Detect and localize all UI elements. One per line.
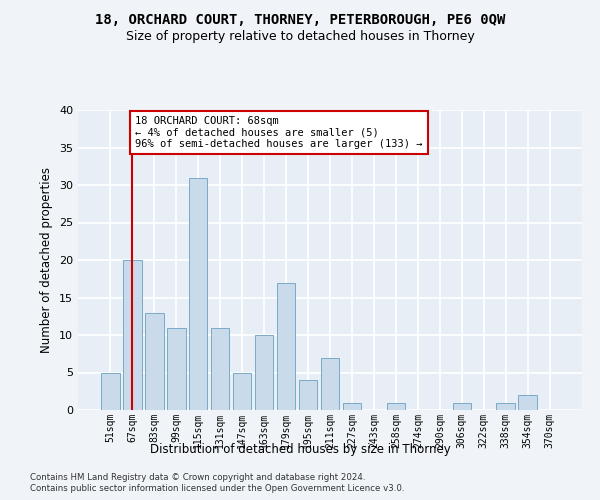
Text: Contains HM Land Registry data © Crown copyright and database right 2024.: Contains HM Land Registry data © Crown c…: [30, 472, 365, 482]
Text: 18 ORCHARD COURT: 68sqm
← 4% of detached houses are smaller (5)
96% of semi-deta: 18 ORCHARD COURT: 68sqm ← 4% of detached…: [135, 116, 422, 149]
Y-axis label: Number of detached properties: Number of detached properties: [40, 167, 53, 353]
Bar: [101, 372, 119, 410]
Bar: [189, 178, 208, 410]
Bar: [167, 328, 185, 410]
Bar: [211, 328, 229, 410]
Bar: [452, 402, 471, 410]
Bar: [123, 260, 142, 410]
Bar: [518, 395, 537, 410]
Bar: [496, 402, 515, 410]
Text: Contains public sector information licensed under the Open Government Licence v3: Contains public sector information licen…: [30, 484, 404, 493]
Bar: [320, 358, 340, 410]
Bar: [299, 380, 317, 410]
Bar: [255, 335, 274, 410]
Bar: [386, 402, 405, 410]
Text: Size of property relative to detached houses in Thorney: Size of property relative to detached ho…: [125, 30, 475, 43]
Text: Distribution of detached houses by size in Thorney: Distribution of detached houses by size …: [149, 442, 451, 456]
Bar: [145, 312, 164, 410]
Bar: [277, 282, 295, 410]
Bar: [233, 372, 251, 410]
Bar: [343, 402, 361, 410]
Text: 18, ORCHARD COURT, THORNEY, PETERBOROUGH, PE6 0QW: 18, ORCHARD COURT, THORNEY, PETERBOROUGH…: [95, 12, 505, 26]
